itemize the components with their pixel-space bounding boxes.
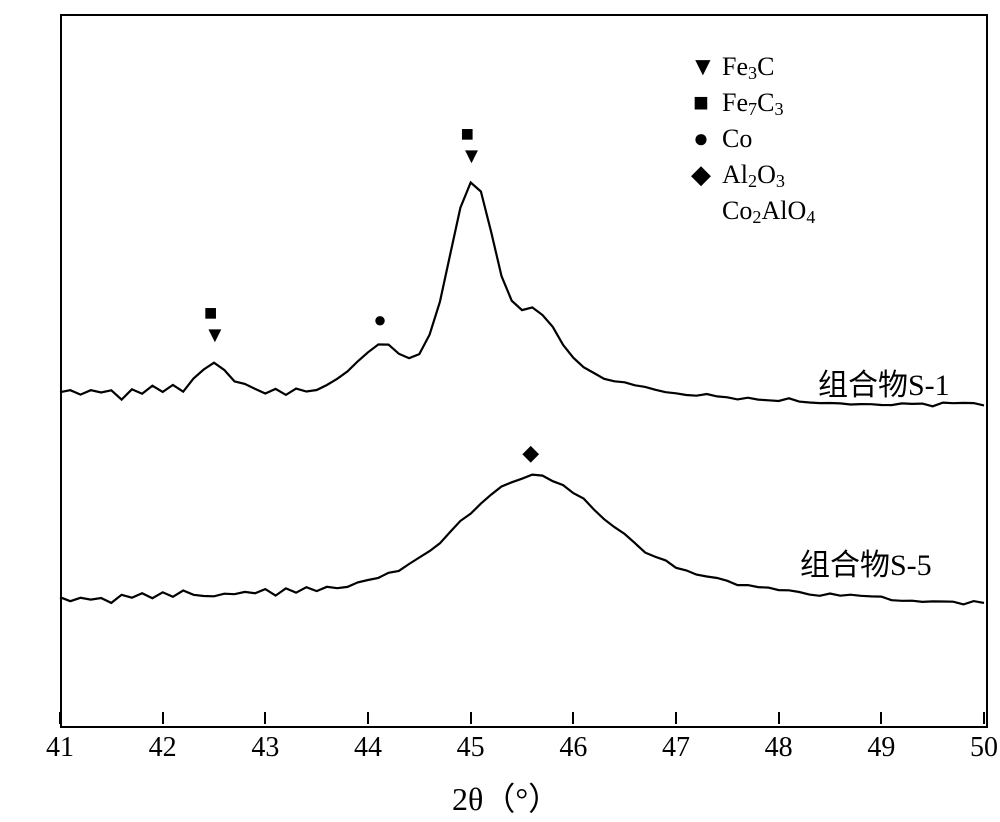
x-tick <box>367 712 369 724</box>
x-tick <box>264 712 266 724</box>
xrd-chart: 41 42 43 44 45 46 47 48 49 50 2θ（°） ▼ Fe3C ■ Fe7C3 ● C… <box>0 0 1000 822</box>
x-tick-label: 45 <box>457 732 485 764</box>
x-tick <box>880 712 882 724</box>
x-tick-label: 48 <box>765 732 793 764</box>
x-tick-label: 50 <box>970 732 998 764</box>
x-tick <box>59 712 61 724</box>
peak-marker: ■ <box>204 300 217 326</box>
x-tick <box>675 712 677 724</box>
x-tick <box>162 712 164 724</box>
legend-marker: ■ <box>690 88 712 118</box>
legend-marker: ● <box>690 124 712 154</box>
x-axis-label: 2θ（°） <box>452 774 560 820</box>
legend-item: ▼ Fe3C <box>690 52 815 82</box>
legend-item: ■ Fe7C3 <box>690 88 815 118</box>
series-label-S-1: 组合物S-1 <box>818 360 950 404</box>
x-tick-label: 44 <box>354 732 382 764</box>
legend-item: ● Co <box>690 124 815 154</box>
x-tick-label: 43 <box>251 732 279 764</box>
x-tick-label: 41 <box>46 732 74 764</box>
x-tick-label: 49 <box>867 732 895 764</box>
legend-label: Al2O3 <box>722 160 785 190</box>
legend-marker: ◆ <box>690 160 712 190</box>
chart-svg <box>0 0 1000 822</box>
legend-label: Fe3C <box>722 52 774 82</box>
peak-marker: ■ <box>461 121 474 147</box>
peak-marker: ◆ <box>522 440 539 466</box>
x-tick-label: 46 <box>559 732 587 764</box>
x-tick <box>778 712 780 724</box>
x-tick-label: 42 <box>149 732 177 764</box>
legend-label: Fe7C3 <box>722 88 784 118</box>
legend-item: Co2AlO4 <box>690 196 815 226</box>
legend-label: Co2AlO4 <box>722 196 815 226</box>
legend-marker: ▼ <box>690 52 712 82</box>
x-tick <box>572 712 574 724</box>
x-tick-label: 47 <box>662 732 690 764</box>
series-label-S-5: 组合物S-5 <box>800 540 932 584</box>
legend-item: ◆ Al2O3 <box>690 160 815 190</box>
peak-marker: ● <box>373 307 386 333</box>
legend-label: Co <box>722 124 752 154</box>
x-tick <box>983 712 985 724</box>
legend: ▼ Fe3C ■ Fe7C3 ● Co ◆ Al2O3 Co2AlO4 <box>690 52 815 232</box>
x-tick <box>470 712 472 724</box>
